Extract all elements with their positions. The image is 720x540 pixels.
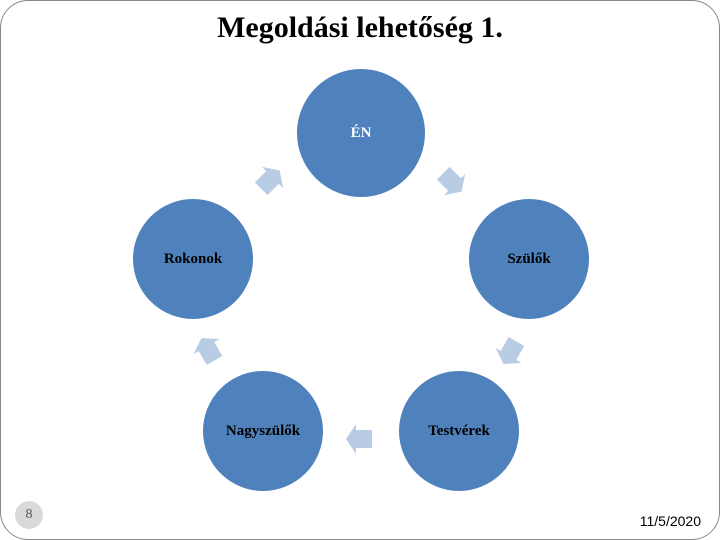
slide-title: Megoldási lehetőség 1. [1, 11, 719, 45]
page-number-badge: 8 [15, 501, 43, 529]
arrow-nagyszulok-to-rokonok [189, 331, 230, 372]
arrow-rokonok-to-en [248, 160, 290, 202]
title-text: Megoldási lehetőség 1. [217, 11, 503, 44]
arrow-testverek-to-nagyszulok [346, 424, 376, 454]
page-number: 8 [26, 507, 33, 523]
date-text: 11/5/2020 [640, 513, 701, 529]
slide-date: 11/5/2020 [640, 513, 701, 529]
node-label-en: ÉN [351, 125, 372, 142]
node-label-szulok: Szülők [507, 251, 550, 268]
arrow-en-to-szulok [430, 160, 472, 202]
node-testverek: Testvérek [397, 369, 521, 493]
node-label-nagyszulok: Nagyszülők [226, 423, 300, 440]
node-rokonok: Rokonok [131, 197, 255, 321]
node-label-rokonok: Rokonok [164, 251, 222, 268]
node-szulok: Szülők [467, 197, 591, 321]
cycle-diagram: ÉN Szülők Testvérek Nagyszülők Rokonok [1, 61, 719, 509]
arrow-szulok-to-testverek [491, 331, 532, 372]
node-label-testverek: Testvérek [428, 423, 490, 440]
slide-frame: Megoldási lehetőség 1. ÉN Szülők Testvérek… [0, 0, 720, 540]
node-nagyszulok: Nagyszülők [201, 369, 325, 493]
node-en: ÉN [295, 67, 427, 199]
